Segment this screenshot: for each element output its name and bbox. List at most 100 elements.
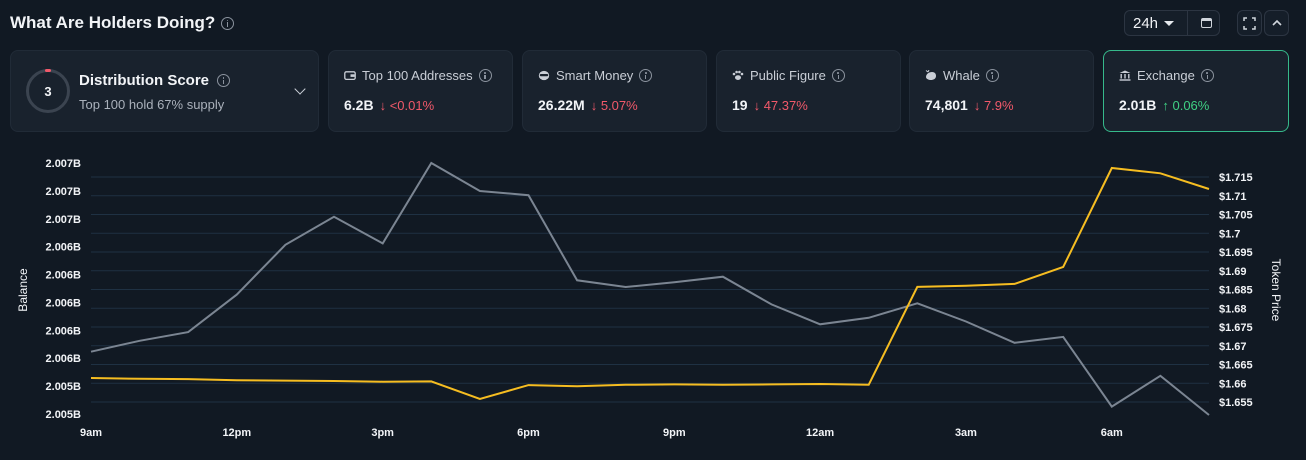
stats-cards: 3 Distribution Score Top 100 hold 67% su… <box>10 50 1289 132</box>
card-change: ↑ 0.06% <box>1162 97 1210 113</box>
wallet-icon <box>344 71 356 81</box>
chevron-down-icon[interactable] <box>294 83 306 95</box>
left-tick-label: 2.007B <box>46 214 82 226</box>
left-tick-label: 2.005B <box>46 381 82 393</box>
left-tick-label: 2.006B <box>46 297 82 309</box>
page-title: What Are Holders Doing? <box>10 13 235 33</box>
distribution-title: Distribution Score <box>79 72 231 89</box>
fullscreen-button[interactable] <box>1237 10 1262 36</box>
left-tick-label: 2.007B <box>46 158 82 170</box>
right-tick-label: $1.7 <box>1219 228 1240 240</box>
score-ring: 3 <box>26 69 70 113</box>
left-tick-label: 2.006B <box>46 353 82 365</box>
fullscreen-icon <box>1243 16 1256 30</box>
holders-chart[interactable]: 2.007B 2.007B 2.007B 2.006B 2.006B 2.006B 2.00… <box>0 140 1306 460</box>
price-series-line[interactable] <box>90 166 1210 401</box>
card-change-value: 0.06% <box>1172 97 1210 113</box>
score-value: 3 <box>44 83 52 99</box>
card-top-100-addresses[interactable]: Top 100 Addresses 6.2B ↓ <0.01% <box>328 50 513 132</box>
left-tick-label: 2.006B <box>46 325 82 337</box>
right-tick-label: $1.66 <box>1219 378 1247 390</box>
card-label-text: Smart Money <box>556 68 634 83</box>
x-tick-label: 9pm <box>663 427 686 439</box>
chart-grid <box>91 176 1209 403</box>
collapse-button[interactable] <box>1264 10 1289 36</box>
card-change-value: <0.01% <box>389 97 435 113</box>
left-axis-ticks: 2.007B 2.007B 2.007B 2.006B 2.006B 2.006B 2.00… <box>46 158 82 421</box>
info-icon[interactable] <box>217 74 231 87</box>
right-tick-label: $1.69 <box>1219 266 1247 278</box>
right-tick-label: $1.67 <box>1219 341 1247 353</box>
x-tick-label: 3am <box>955 427 977 439</box>
card-label-text: Top 100 Addresses <box>362 68 473 83</box>
card-label-text: Public Figure <box>750 68 826 83</box>
mask-icon <box>538 70 550 81</box>
right-tick-label: $1.715 <box>1219 172 1253 184</box>
card-label: Public Figure <box>732 68 845 83</box>
info-icon[interactable] <box>478 69 492 82</box>
left-tick-label: 2.005B <box>46 409 82 421</box>
info-icon[interactable] <box>221 16 235 30</box>
card-value-row: 2.01B ↑ 0.06% <box>1119 97 1209 113</box>
card-label: Exchange <box>1119 68 1214 83</box>
x-tick-label: 6am <box>1101 427 1123 439</box>
right-tick-label: $1.655 <box>1219 397 1253 409</box>
card-value-row: 74,801 ↓ 7.9% <box>925 97 1014 113</box>
y2-axis-title: Token Price <box>1269 259 1283 322</box>
right-axis-ticks: $1.715 $1.71 $1.705 $1.7 $1.695 $1.69 $1.685 $1… <box>1219 172 1253 409</box>
card-value-row: 26.22M ↓ 5.07% <box>538 97 638 113</box>
card-value: 6.2B <box>344 97 374 113</box>
bank-icon <box>1119 70 1131 81</box>
card-change: ↓ 47.37% <box>753 97 808 113</box>
info-icon[interactable] <box>639 69 653 82</box>
info-icon[interactable] <box>985 69 999 82</box>
calendar-icon[interactable] <box>1201 18 1212 28</box>
distribution-score-card[interactable]: 3 Distribution Score Top 100 hold 67% su… <box>10 50 319 132</box>
card-change-value: 5.07% <box>600 97 638 113</box>
card-whale[interactable]: Whale 74,801 ↓ 7.9% <box>909 50 1094 132</box>
right-tick-label: $1.665 <box>1219 360 1253 372</box>
card-label-text: Exchange <box>1137 68 1195 83</box>
left-tick-label: 2.006B <box>46 242 82 254</box>
time-range-select[interactable]: 24h <box>1124 10 1220 36</box>
x-axis-ticks: 9am 12pm 3pm 6pm 9pm 12am 3am 6am <box>80 427 1123 439</box>
card-exchange[interactable]: Exchange 2.01B ↑ 0.06% <box>1103 50 1289 132</box>
page-title-text: What Are Holders Doing? <box>10 13 216 32</box>
card-label: Whale <box>925 68 999 83</box>
left-tick-label: 2.006B <box>46 270 82 282</box>
distribution-title-text: Distribution Score <box>79 72 210 89</box>
x-tick-label: 3pm <box>371 427 394 439</box>
right-tick-label: $1.71 <box>1219 191 1247 203</box>
right-tick-label: $1.695 <box>1219 247 1253 259</box>
card-change: ↓ 7.9% <box>973 97 1014 113</box>
paw-icon <box>732 70 744 80</box>
card-change: ↓ 5.07% <box>590 97 638 113</box>
card-value: 19 <box>732 97 748 113</box>
header: What Are Holders Doing? 24h <box>10 10 1289 36</box>
time-range-value: 24h <box>1133 14 1159 32</box>
x-tick-label: 12am <box>806 427 834 439</box>
right-tick-label: $1.705 <box>1219 210 1253 222</box>
card-value: 2.01B <box>1119 97 1157 113</box>
right-tick-label: $1.685 <box>1219 285 1253 297</box>
card-value-row: 19 ↓ 47.37% <box>732 97 808 113</box>
card-label-text: Whale <box>943 68 980 83</box>
card-value: 26.22M <box>538 97 585 113</box>
caret-down-icon <box>1164 20 1175 26</box>
card-public-figure[interactable]: Public Figure 19 ↓ 47.37% <box>716 50 901 132</box>
x-tick-label: 12pm <box>222 427 251 439</box>
chevron-up-icon <box>1271 19 1282 26</box>
info-icon[interactable] <box>1200 69 1214 82</box>
right-tick-label: $1.675 <box>1219 322 1253 334</box>
left-tick-label: 2.007B <box>46 186 82 198</box>
x-tick-label: 6pm <box>517 427 540 439</box>
distribution-subtitle: Top 100 hold 67% supply <box>79 97 225 112</box>
card-label: Smart Money <box>538 68 653 83</box>
info-icon[interactable] <box>831 69 845 82</box>
y-axis-title: Balance <box>16 268 30 312</box>
balance-series-line[interactable] <box>90 161 1210 416</box>
card-change-value: 47.37% <box>763 97 808 113</box>
card-change: ↓ <0.01% <box>379 97 435 113</box>
card-smart-money[interactable]: Smart Money 26.22M ↓ 5.07% <box>522 50 707 132</box>
whale-icon <box>925 70 936 80</box>
